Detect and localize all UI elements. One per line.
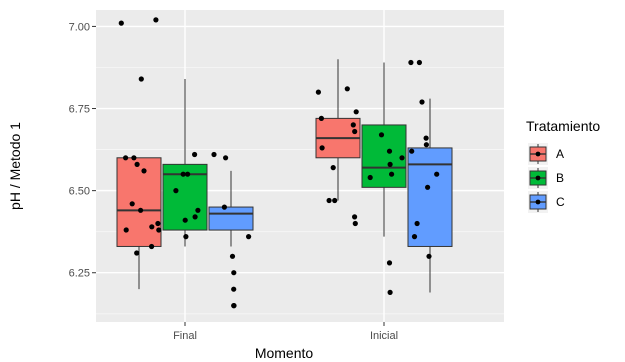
data-point <box>352 220 358 227</box>
data-point <box>131 155 137 161</box>
data-point <box>192 151 198 158</box>
legend-label: B <box>556 171 564 185</box>
legend-item-C: C <box>528 191 565 213</box>
data-point <box>416 59 422 66</box>
data-point <box>229 253 236 259</box>
data-point <box>350 122 356 128</box>
data-point <box>425 184 431 190</box>
y-axis-title: pH / Metodo 1 <box>7 122 23 210</box>
y-tick-label: 7.00 <box>69 21 90 33</box>
data-point <box>134 250 140 256</box>
data-point <box>231 286 237 292</box>
y-axis: 6.25 6.50 6.75 7.00 <box>69 21 96 280</box>
data-point <box>434 171 440 177</box>
data-point <box>141 168 147 174</box>
data-point <box>173 188 179 194</box>
data-point <box>192 214 198 220</box>
data-point <box>211 151 217 158</box>
data-point <box>185 171 191 177</box>
data-point <box>123 227 129 233</box>
data-point <box>426 253 432 259</box>
data-point <box>138 207 144 213</box>
y-tick-label: 6.50 <box>69 186 90 198</box>
data-point <box>180 171 186 177</box>
legend: Tratamiento ABC <box>526 118 600 213</box>
legend-key-point <box>535 151 541 157</box>
data-point <box>182 217 188 223</box>
data-point <box>387 161 393 167</box>
x-axis-title: Momento <box>255 345 314 361</box>
data-point <box>411 234 418 240</box>
data-point <box>414 220 420 227</box>
box-body <box>208 206 254 231</box>
data-point <box>326 197 332 204</box>
data-point <box>367 174 373 181</box>
data-point <box>423 142 429 148</box>
data-point <box>389 171 395 177</box>
data-point <box>123 155 129 161</box>
box-C-Final <box>208 170 254 247</box>
legend-label: A <box>556 147 564 161</box>
data-point <box>195 207 201 213</box>
data-point <box>344 86 350 92</box>
legend-key-point <box>535 199 541 205</box>
data-point <box>231 270 237 276</box>
data-point <box>315 89 321 95</box>
data-point <box>408 59 414 66</box>
legend-key-point <box>535 175 541 181</box>
data-point <box>138 76 144 82</box>
legend-label: C <box>556 195 565 209</box>
data-point <box>423 135 429 141</box>
y-tick-label: 6.25 <box>69 268 90 280</box>
data-point <box>352 214 358 220</box>
data-point <box>409 148 415 154</box>
data-point <box>386 260 393 266</box>
x-tick-label: Inicial <box>370 330 398 342</box>
data-point <box>149 243 155 250</box>
data-point <box>153 17 159 23</box>
box-body <box>407 147 453 247</box>
data-point <box>386 148 393 154</box>
y-tick-label: 6.75 <box>69 104 90 116</box>
data-point <box>353 109 359 115</box>
data-point <box>378 132 385 138</box>
legend-title: Tratamiento <box>526 118 600 134</box>
data-point <box>129 201 135 207</box>
x-axis: Final Inicial <box>173 322 398 342</box>
data-point <box>183 234 189 240</box>
legend-item-B: B <box>528 167 564 189</box>
data-point <box>387 289 393 295</box>
data-point <box>332 197 338 204</box>
data-point <box>330 165 336 171</box>
data-point <box>318 115 324 121</box>
box-body <box>116 157 162 247</box>
data-point <box>221 204 227 210</box>
data-point <box>156 227 162 233</box>
data-point <box>155 220 161 227</box>
data-point <box>134 161 140 167</box>
data-point <box>231 303 237 309</box>
data-point <box>149 224 155 230</box>
data-point <box>246 234 252 240</box>
points <box>118 17 440 309</box>
legend-item-A: A <box>528 143 564 165</box>
data-point <box>352 128 358 135</box>
data-point <box>399 155 405 161</box>
data-point <box>223 155 229 161</box>
data-point <box>118 20 124 26</box>
box-C-Inicial <box>407 98 453 293</box>
x-tick-label: Final <box>173 330 197 342</box>
data-point <box>319 145 325 151</box>
data-point <box>419 99 425 105</box>
